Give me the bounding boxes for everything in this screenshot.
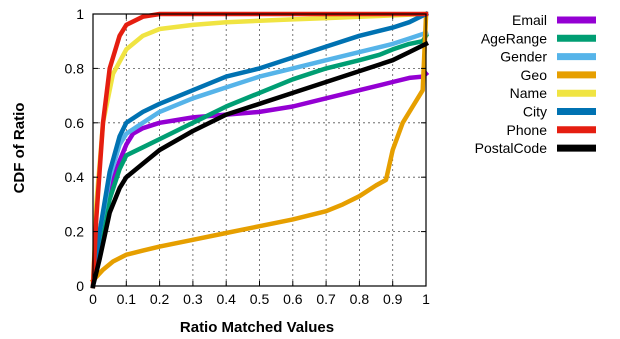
x-tick-label: 0.4 — [216, 291, 236, 307]
series-lines — [89, 10, 430, 289]
legend-label-postalcode: PostalCode — [475, 140, 548, 156]
series-line-phone — [90, 11, 429, 289]
x-tick-label: 0.7 — [316, 291, 336, 307]
series-line-city — [90, 10, 430, 289]
legend-label-geo: Geo — [521, 67, 548, 83]
y-tick-label: 1 — [76, 6, 84, 22]
series-line-agerange — [90, 32, 430, 289]
y-tick-label: 0.2 — [65, 224, 85, 240]
legend: Email AgeRange Gender Geo Name City Phone Posta… — [475, 12, 596, 156]
legend-label-name: Name — [510, 85, 548, 101]
x-axis-label: Ratio Matched Values — [180, 319, 334, 336]
x-tick-label: 0 — [89, 291, 97, 307]
legend-label-phone: Phone — [507, 122, 548, 138]
y-tick-label: 0.4 — [65, 169, 85, 185]
axis-ticks: 0 0.1 0.2 0.3 0.4 0.5 0.6 0.7 0.8 0.9 1 0 0.2 0.4 0.6 0… — [65, 6, 431, 307]
x-tick-label: 0.5 — [250, 291, 270, 307]
y-tick-label: 0 — [76, 278, 84, 294]
y-axis-label: CDF of Ratio — [11, 103, 28, 194]
legend-label-email: Email — [512, 12, 547, 28]
x-tick-label: 0.8 — [350, 291, 370, 307]
series-line-email — [90, 70, 430, 289]
x-tick-label: 0.3 — [183, 291, 203, 307]
x-tick-label: 0.6 — [283, 291, 303, 307]
y-tick-label: 0.8 — [65, 60, 85, 76]
legend-label-agerange: AgeRange — [481, 30, 547, 46]
y-tick-label: 0.6 — [65, 115, 85, 131]
x-tick-label: 0.9 — [383, 291, 403, 307]
series-line-postalcode — [90, 40, 430, 289]
x-tick-label: 0.1 — [117, 291, 137, 307]
series-line-geo — [89, 14, 429, 284]
x-tick-label: 1 — [422, 291, 430, 307]
legend-label-city: City — [523, 104, 547, 120]
x-tick-label: 0.2 — [150, 291, 170, 307]
legend-label-gender: Gender — [500, 49, 547, 65]
